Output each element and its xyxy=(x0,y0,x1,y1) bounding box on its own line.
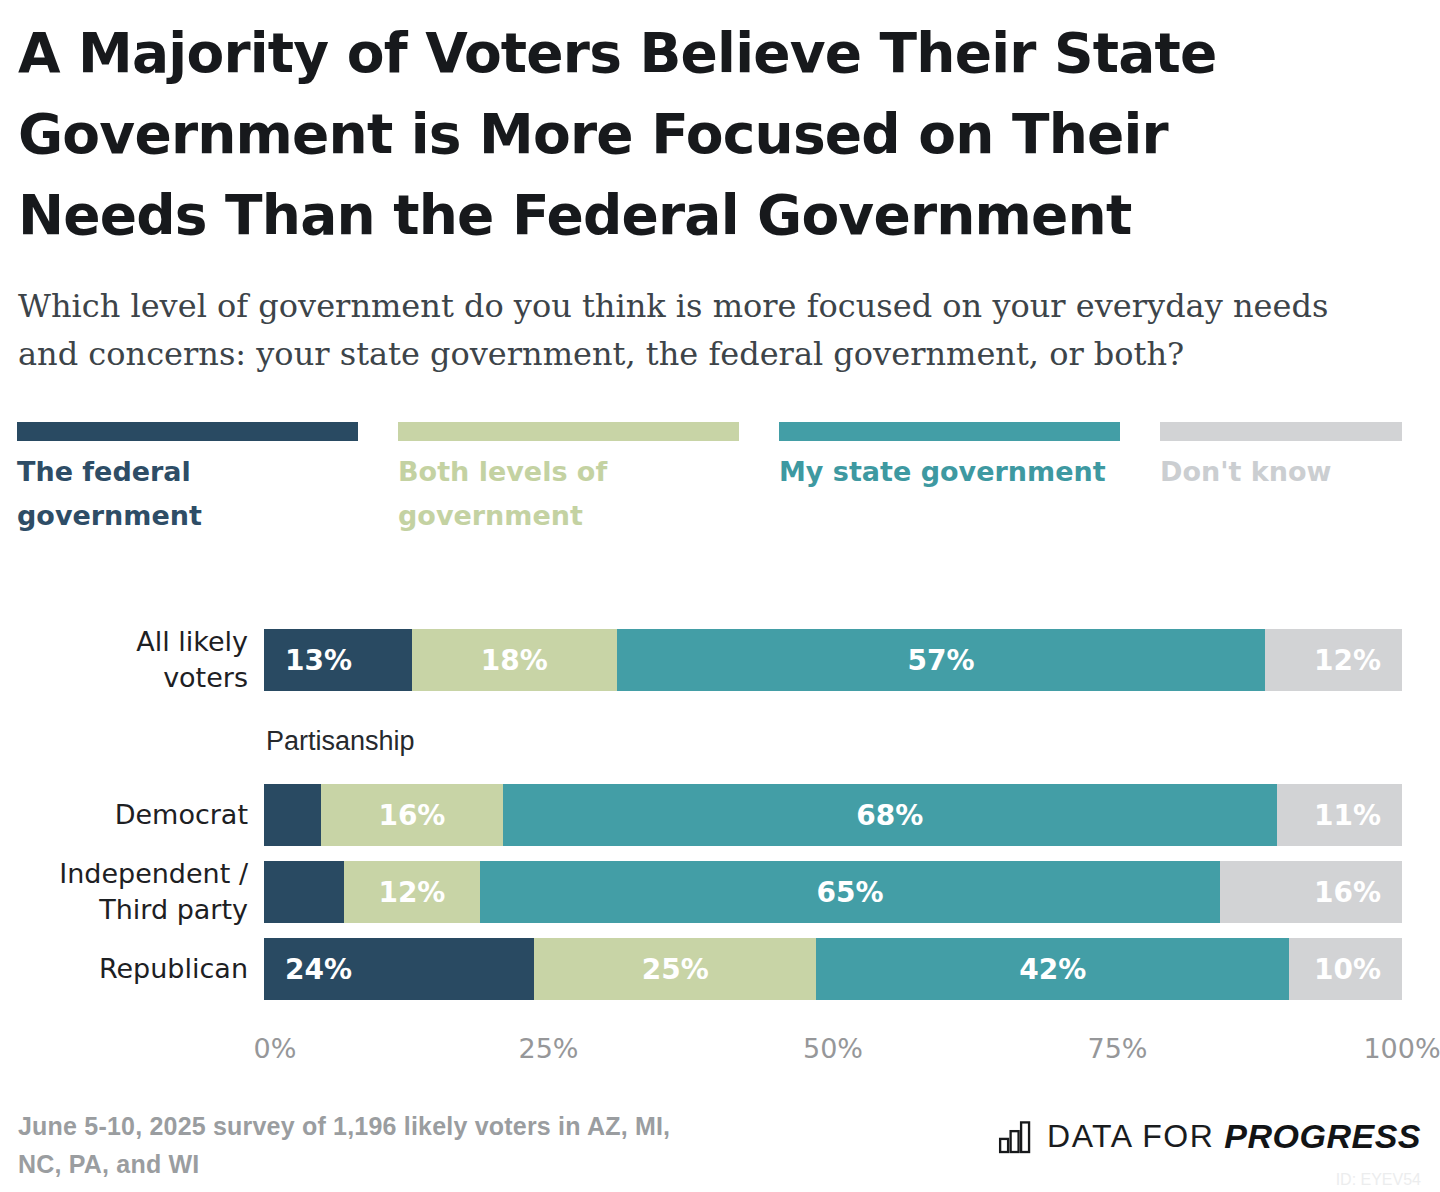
group-label: Partisanship xyxy=(266,726,415,757)
chart-id: ID: EYEV54 xyxy=(1336,1171,1421,1189)
bar-segment: 25% xyxy=(534,938,816,1000)
row-label: Independent / Third party xyxy=(0,861,248,923)
bar-segment: 57% xyxy=(617,629,1266,691)
chart-title: A Majority of Voters Believe Their State… xyxy=(18,13,1378,256)
legend-label: My state government xyxy=(779,450,1120,494)
bar-segment: 12% xyxy=(344,861,481,923)
legend-swatch xyxy=(779,422,1120,441)
bar-row: 24% 25% 42% 10% xyxy=(264,938,1402,1000)
bar-value-label: 57% xyxy=(908,644,975,677)
bar-value-label: 12% xyxy=(378,876,445,909)
bar-row: 16% 68% 11% xyxy=(264,784,1402,846)
bar-row: 12% 65% 16% xyxy=(264,861,1402,923)
row-label: Democrat xyxy=(0,784,248,846)
bar-segment xyxy=(264,784,321,846)
bar-value-label: 10% xyxy=(1314,953,1381,986)
legend-swatch xyxy=(17,422,358,441)
legend: The federal government Both levels of gov… xyxy=(0,422,1440,552)
bar-segment: 42% xyxy=(816,938,1289,1000)
bar-value-label: 25% xyxy=(642,953,709,986)
bar-value-label: 68% xyxy=(856,799,923,832)
chart-subtitle: Which level of government do you think i… xyxy=(18,282,1422,378)
legend-item: Both levels of government xyxy=(398,422,739,538)
row-label: Republican xyxy=(0,938,248,1000)
x-axis-tick-label: 0% xyxy=(254,1033,297,1064)
bar-value-label: 42% xyxy=(1019,953,1086,986)
x-axis-tick-label: 100% xyxy=(1363,1033,1440,1064)
logo-text-progress: PROGRESS xyxy=(1224,1117,1421,1156)
bar-row: 13% 18% 57% 12% xyxy=(264,629,1402,691)
data-for-progress-logo: DATA FOR PROGRESS xyxy=(998,1116,1421,1156)
bar-value-label: 13% xyxy=(285,644,352,677)
x-axis-tick-label: 25% xyxy=(518,1033,578,1064)
bar-segment: 24% xyxy=(264,938,534,1000)
bar-value-label: 16% xyxy=(378,799,445,832)
bar-value-label: 11% xyxy=(1314,799,1381,832)
bar-segment: 11% xyxy=(1277,784,1402,846)
bar-value-label: 65% xyxy=(817,876,884,909)
bar-segment: 18% xyxy=(412,629,617,691)
bar-value-label: 16% xyxy=(1314,876,1381,909)
bar-value-label: 18% xyxy=(481,644,548,677)
bar-segment: 16% xyxy=(321,784,503,846)
legend-item: Don't know xyxy=(1160,422,1402,494)
legend-item: The federal government xyxy=(17,422,358,538)
bar-segment: 65% xyxy=(480,861,1220,923)
bar-value-label: 24% xyxy=(285,953,352,986)
bar-segment xyxy=(264,861,344,923)
bar-segment: 16% xyxy=(1220,861,1402,923)
legend-label: Both levels of government xyxy=(398,450,739,538)
row-label: All likely voters xyxy=(0,629,248,691)
logo-text-data-for: DATA FOR xyxy=(1047,1118,1214,1155)
legend-item: My state government xyxy=(779,422,1120,494)
survey-footnote: June 5-10, 2025 survey of 1,196 likely v… xyxy=(18,1107,738,1183)
x-axis-tick-label: 75% xyxy=(1087,1033,1147,1064)
bar-segment: 13% xyxy=(264,629,412,691)
bar-segment: 68% xyxy=(503,784,1277,846)
legend-label: The federal government xyxy=(17,450,358,538)
bar-segment: 10% xyxy=(1289,938,1402,1000)
legend-swatch xyxy=(1160,422,1402,441)
legend-swatch xyxy=(398,422,739,441)
legend-label: Don't know xyxy=(1160,450,1402,494)
stacked-bar-chart: Partisanship All likely voters13%18%57%1… xyxy=(264,629,1402,1099)
bar-chart-icon xyxy=(998,1118,1031,1154)
bar-segment: 12% xyxy=(1265,629,1402,691)
x-axis-tick-label: 50% xyxy=(803,1033,863,1064)
bar-value-label: 12% xyxy=(1314,644,1381,677)
